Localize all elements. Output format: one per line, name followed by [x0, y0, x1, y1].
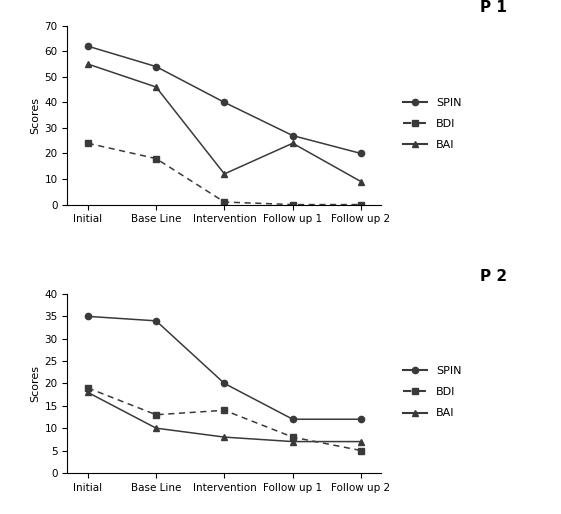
Legend: SPIN, BDI, BAI: SPIN, BDI, BAI	[403, 366, 462, 418]
Text: P 2: P 2	[480, 269, 507, 284]
Text: P 1: P 1	[480, 1, 507, 15]
Y-axis label: Scores: Scores	[30, 365, 40, 402]
Legend: SPIN, BDI, BAI: SPIN, BDI, BAI	[403, 98, 462, 150]
Y-axis label: Scores: Scores	[30, 97, 40, 134]
